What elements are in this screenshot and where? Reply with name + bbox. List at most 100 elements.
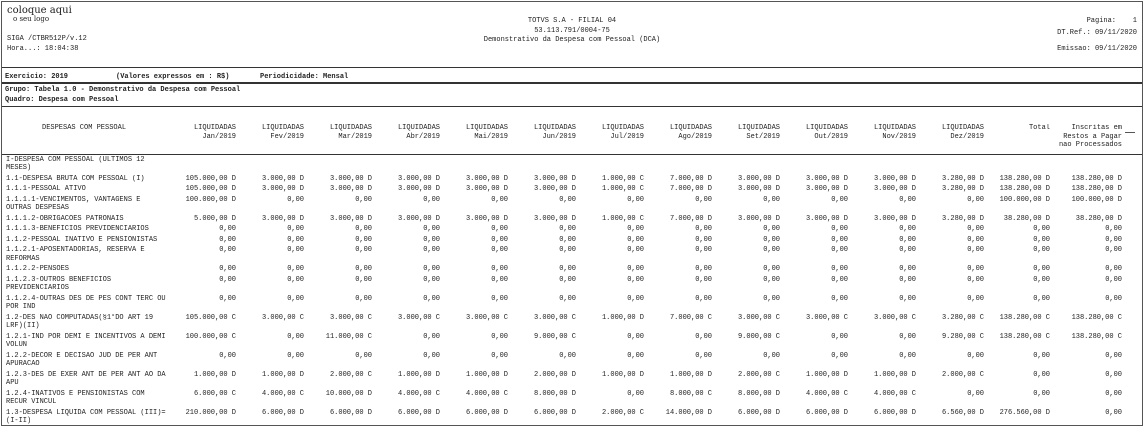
cell-value: 0,00: [1105, 351, 1122, 360]
cell-value: 0,00: [355, 225, 372, 233]
column-header-line: LIQUIDADAS: [669, 124, 712, 132]
column-header: LIQUIDADAS Ago/2019: [646, 124, 714, 156]
cell-value: 0,00: [831, 235, 848, 244]
cell-value: 3.000,00 D: [533, 174, 576, 183]
cell-value: 0,00: [1033, 294, 1050, 303]
cell-value: 38.280,00 D: [1003, 214, 1050, 223]
cell-value: 0,00: [559, 265, 576, 273]
cell-value: 0,00: [763, 275, 780, 284]
cell-value: 1.000,00 D: [601, 370, 644, 379]
row-label: 1.2-DES NAO COMPUTADAS(§1°DO ART 19 LRF)…: [6, 313, 154, 331]
cell-empty: [170, 156, 238, 175]
cell-value: 4.000,00 C: [465, 389, 508, 398]
cell-value: 100.000,00 D: [999, 195, 1050, 204]
cell-value: 0,00: [695, 195, 712, 204]
column-header-line: Jan/2019: [202, 132, 236, 141]
cell-value: 3.000,00 D: [805, 214, 848, 223]
cell-value: 0,00: [1105, 294, 1122, 303]
column-marker: [1125, 132, 1135, 133]
row-label: 1.1.1-PESSOAL ATIVO: [6, 185, 86, 193]
column-header: Inscritas em Restos a Pagar nao Processado…: [1052, 124, 1124, 156]
table-row: 1.1.2.3-OUTROS BENEFICIOS PREVIDENCIARIO…: [4, 276, 1140, 295]
cell-value: 3.000,00 D: [533, 214, 576, 223]
row-label: 1.1-DESPESA BRUTA COM PESSOAL (I): [6, 174, 145, 183]
cell-value: 100.000,00 C: [185, 332, 236, 341]
table-row: 1.2.4-INATIVOS E PENSIONISTAS COM RECUR …: [4, 390, 1140, 409]
cell-value: 1.000,00 D: [465, 370, 508, 379]
cell-value: 3.000,00 D: [465, 214, 508, 223]
cell-value: 0,00: [423, 265, 440, 273]
cell-value: 6.000,00 D: [737, 408, 780, 417]
column-header-line: LIQUIDADAS: [261, 124, 304, 132]
cell-value: 0,00: [1105, 235, 1122, 244]
cell-value: 0,00: [559, 225, 576, 233]
cell-empty: [918, 156, 986, 175]
row-label: 1.2.4-INATIVOS E PENSIONISTAS COM RECUR …: [6, 389, 145, 407]
cell-value: 0,00: [219, 235, 236, 244]
rule: [2, 67, 1142, 68]
cell-value: 0,00: [355, 275, 372, 284]
column-header-line: LIQUIDADAS: [329, 124, 372, 132]
column-header-line: Total: [1028, 124, 1050, 132]
cnpj: 53.113.791/0004-75: [534, 27, 610, 35]
cell-value: 0,00: [219, 294, 236, 303]
time: Hora...: 18:04:38: [7, 45, 79, 53]
cell-value: 0,00: [559, 246, 576, 254]
cell-value: 0,00: [491, 235, 508, 244]
cell-value: 0,00: [559, 294, 576, 303]
cell-value: 0,00: [627, 294, 644, 303]
cell-value: 0,00: [899, 294, 916, 303]
cell-value: 9.000,00 C: [533, 332, 576, 341]
spacer: [1124, 276, 1140, 295]
cell-value: 3.000,00 C: [397, 313, 440, 322]
cell-value: 0,00: [763, 351, 780, 360]
cell-value: 3.000,00 D: [465, 185, 508, 193]
column-header-line: nao Processados: [1058, 141, 1122, 149]
row-label: 1.1.2.1-APOSENTADORIAS, RESERVA E REFORM…: [6, 246, 145, 263]
logo-line: coloque aqui: [7, 5, 72, 16]
cell-value: 3.000,00 D: [261, 185, 304, 193]
cell-value: 3.000,00 D: [805, 185, 848, 193]
cell-value: 0,00: [967, 225, 984, 233]
column-header-line: LIQUIDADAS: [601, 124, 644, 132]
cell-value: 0,00: [1105, 370, 1122, 379]
cell-value: 0,00: [423, 351, 440, 360]
cell-value: 0,00: [627, 265, 644, 273]
cell-value: 0,00: [491, 225, 508, 233]
spacer: [1124, 371, 1140, 390]
column-header: LIQUIDADAS Mar/2019: [306, 124, 374, 156]
column-header-line: Jun/2019: [542, 132, 576, 141]
cell-value: 0,00: [423, 332, 440, 341]
cell-value: 0,00: [899, 275, 916, 284]
cell-value: 138.280,00 C: [1071, 332, 1122, 341]
cell-empty: [238, 156, 306, 175]
cell-value: 1.000,00 D: [669, 370, 712, 379]
cell-value: 0,00: [491, 265, 508, 273]
cell-value: 0,00: [763, 225, 780, 233]
cell-value: 138.280,00 C: [999, 313, 1050, 322]
spacer: [1124, 352, 1140, 371]
cell-value: 0,00: [491, 332, 508, 341]
cell-value: 1.000,00 C: [601, 174, 644, 183]
cell-value: 0,00: [1033, 275, 1050, 284]
cell-value: 0,00: [1105, 246, 1122, 254]
cell-value: 0,00: [287, 294, 304, 303]
cell-value: 6.560,00 D: [941, 408, 984, 417]
cell-value: 138.280,00 D: [999, 174, 1050, 183]
cell-value: 0,00: [831, 246, 848, 254]
cell-value: 3.000,00 D: [873, 174, 916, 183]
header-row: DESPESAS COM PESSOAL LIQUIDADAS Jan/2019 LI…: [4, 124, 1140, 156]
cell-value: 0,00: [763, 246, 780, 254]
cell-value: 0,00: [831, 332, 848, 341]
column-header-line: Abr/2019: [406, 132, 440, 141]
cell-value: 0,00: [695, 265, 712, 273]
cell-value: 6.000,00 D: [533, 408, 576, 417]
spacer: [1124, 390, 1140, 409]
cell-value: 0,00: [287, 275, 304, 284]
cell-value: 3.000,00 C: [533, 313, 576, 322]
cell-value: 2.000,00 C: [329, 370, 372, 379]
row-label: 1.1.2.2-PENSOES: [6, 265, 70, 273]
program: SIGA /CTBR512P/v.12: [7, 35, 87, 43]
cell-value: 105.000,00 D: [185, 185, 236, 193]
issue-date: Emissao: 09/11/2020: [1057, 45, 1137, 53]
